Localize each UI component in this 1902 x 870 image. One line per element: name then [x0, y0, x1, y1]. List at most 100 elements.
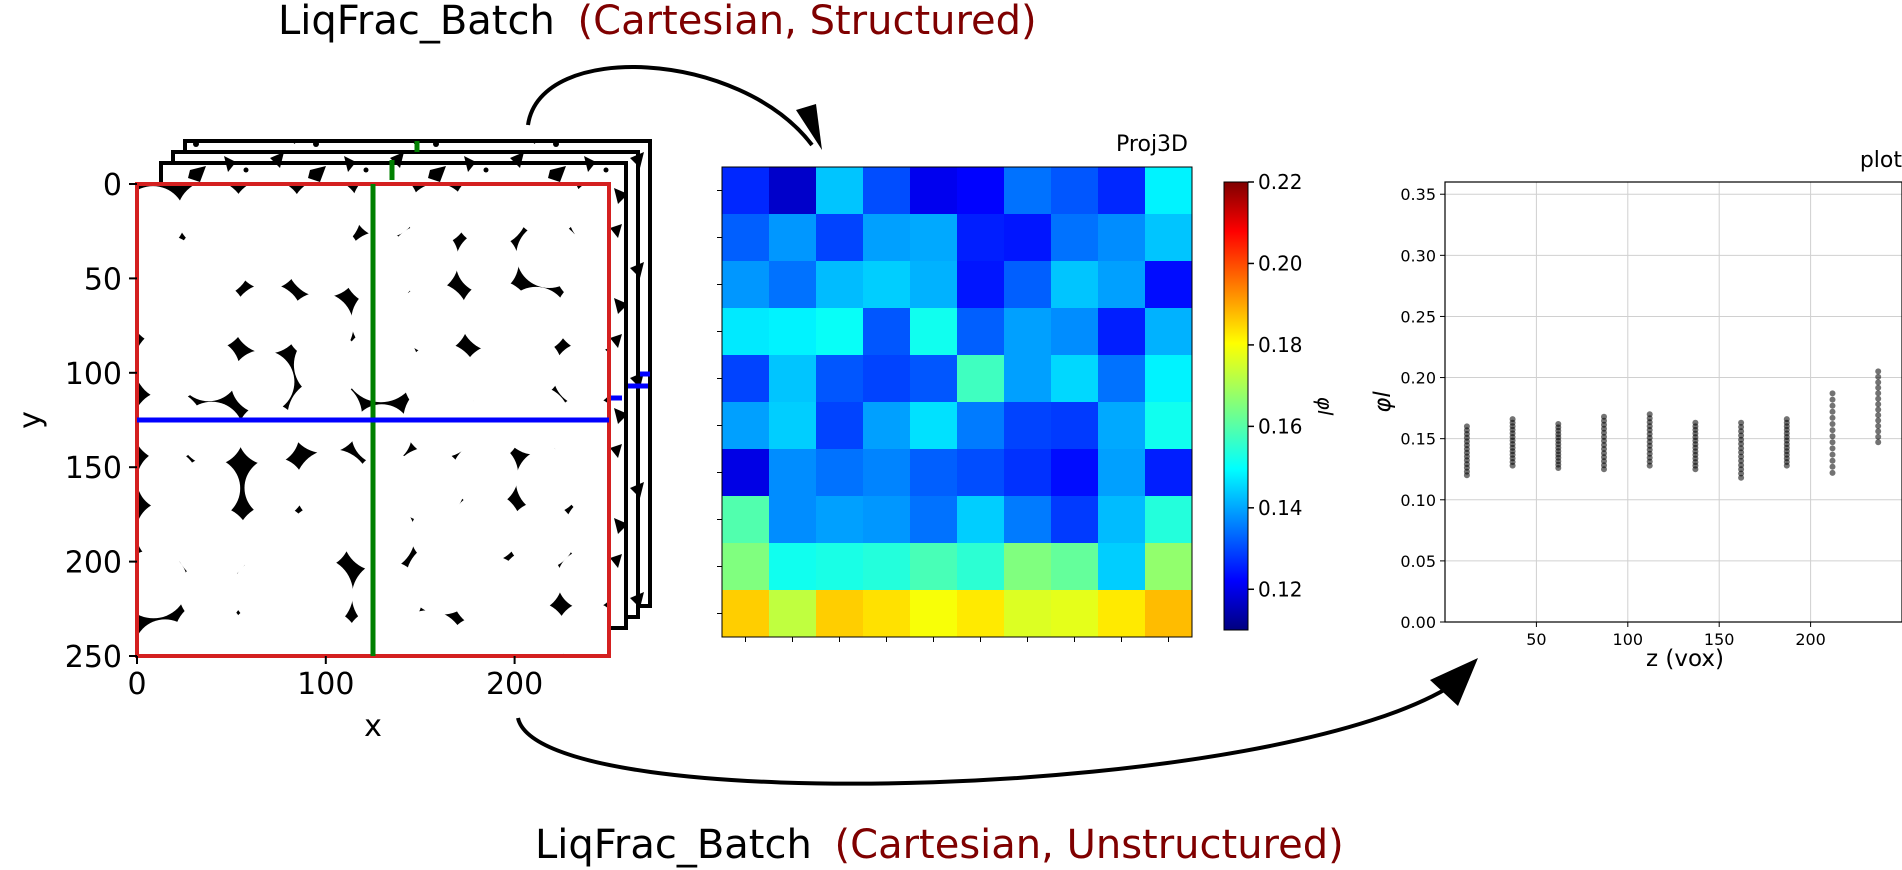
heatmap-cell [816, 308, 864, 356]
heatmap-cell [816, 167, 864, 215]
slice-x-tick-label: 0 [127, 667, 146, 702]
scatter-y-tick-label: 0.00 [1400, 613, 1436, 632]
heatmap-cell [1004, 402, 1052, 450]
grain [450, 492, 522, 563]
scatter-point [1829, 408, 1836, 415]
grain [498, 601, 569, 656]
bottom-title-prefix: LiqFrac_Batch [535, 822, 812, 868]
heatmap-cell [957, 261, 1005, 309]
heatmap-ticks [717, 190, 1169, 642]
grain [177, 224, 252, 298]
scatter-title: plot [1860, 148, 1902, 173]
scatter-point [1829, 433, 1836, 440]
heatmap-cell [1145, 449, 1193, 497]
heatmap-cell [910, 214, 958, 262]
scatter-x-tick-label: 50 [1526, 630, 1546, 649]
scatter-x-label: z (vox) [1646, 646, 1724, 672]
scatter-y-tick-label: 0.25 [1400, 307, 1436, 326]
slice-y-tick-label: 200 [65, 546, 122, 581]
scatter-point [1875, 379, 1882, 386]
grain [175, 505, 252, 582]
bottom-title: LiqFrac_Batch (Cartesian, Unstructured) [535, 822, 1344, 868]
heatmap-cell [1098, 261, 1146, 309]
heatmap-cell [1098, 214, 1146, 262]
grain [343, 327, 419, 403]
scatter-y-tick-label: 0.10 [1400, 491, 1436, 510]
heatmap-cell [769, 449, 817, 497]
heatmap-cell [722, 543, 770, 591]
scatter-point [1601, 413, 1607, 420]
heatmap-cell [816, 402, 864, 450]
top-arrow-line [526, 65, 814, 147]
heatmap-cell [1098, 449, 1146, 497]
grain [244, 457, 306, 519]
scatter-point [1692, 419, 1699, 426]
grain [389, 225, 459, 294]
heatmap-cell [910, 543, 958, 591]
scatter-point [1601, 462, 1607, 469]
heatmap-cell [957, 214, 1005, 262]
heatmap-cell [1145, 214, 1193, 262]
slice-y-label: y [13, 411, 48, 429]
front-slice [135, 182, 611, 658]
scatter-y-tick-label: 0.35 [1400, 185, 1436, 204]
grain [453, 184, 529, 247]
heatmap-cell [769, 167, 817, 215]
grain-image [137, 184, 609, 656]
scatter-point [1875, 433, 1882, 440]
scatter-point [1829, 463, 1836, 470]
scatter-point [1829, 421, 1836, 427]
colorbar-tick-label: 0.18 [1258, 333, 1303, 357]
grain [179, 281, 247, 349]
scatter-x-tick-label: 200 [1795, 630, 1826, 649]
scatter-y-tick-label: 0.20 [1400, 369, 1436, 388]
heatmap-cell [722, 402, 770, 450]
heatmap-cell [816, 214, 864, 262]
scatter-point [1875, 439, 1882, 446]
grain [286, 222, 362, 298]
scatter-point [1601, 433, 1607, 440]
heatmap-cell [722, 496, 770, 544]
heatmap-cell [722, 214, 770, 262]
heatmap-cell [957, 449, 1005, 497]
scatter-point [1738, 440, 1745, 447]
grain [137, 549, 188, 619]
scatter-point [1738, 424, 1745, 430]
scatter-point [1555, 421, 1562, 427]
slice-x-tick-label: 100 [297, 667, 354, 702]
heatmap-cell [1098, 590, 1146, 638]
slice-y-tick-label: 0 [103, 168, 122, 203]
scatter-point [1829, 445, 1836, 452]
grain [553, 342, 609, 407]
heatmap-cell [1004, 590, 1052, 638]
scatter-point [1829, 469, 1836, 476]
heatmap-cell [722, 590, 770, 638]
heatmap-cell [957, 496, 1005, 544]
colorbar-tick-label: 0.16 [1258, 414, 1303, 438]
grain [501, 550, 563, 612]
heatmap-cell [1145, 355, 1193, 403]
heatmap-cell [1004, 449, 1052, 497]
grain [555, 279, 609, 353]
heatmap-cell [1145, 167, 1193, 215]
heatmap-cell [1004, 496, 1052, 544]
heatmap-cell [769, 214, 817, 262]
scatter-point [1738, 436, 1745, 443]
heatmap-cell [1004, 261, 1052, 309]
slice-y-tick-label: 150 [65, 451, 122, 486]
top-title: LiqFrac_Batch (Cartesian, Structured) [278, 0, 1037, 44]
colorbar-tick-label: 0.20 [1258, 251, 1303, 275]
scatter-grid [1445, 182, 1902, 623]
scatter-point [1875, 395, 1882, 402]
scatter-point [1738, 466, 1745, 473]
heatmap-cell [1051, 167, 1099, 215]
colorbar-ticks: 0.12 0.14 0.16 0.18 0.20 0.22 [1248, 170, 1303, 601]
heatmap-cell [1051, 449, 1099, 497]
heatmap-cell [1004, 355, 1052, 403]
scatter-point [1829, 390, 1836, 397]
scatter-point [1875, 423, 1882, 429]
bottom-arrow-head [1430, 658, 1478, 706]
heatmap-cell [863, 449, 911, 497]
grain [232, 283, 303, 354]
